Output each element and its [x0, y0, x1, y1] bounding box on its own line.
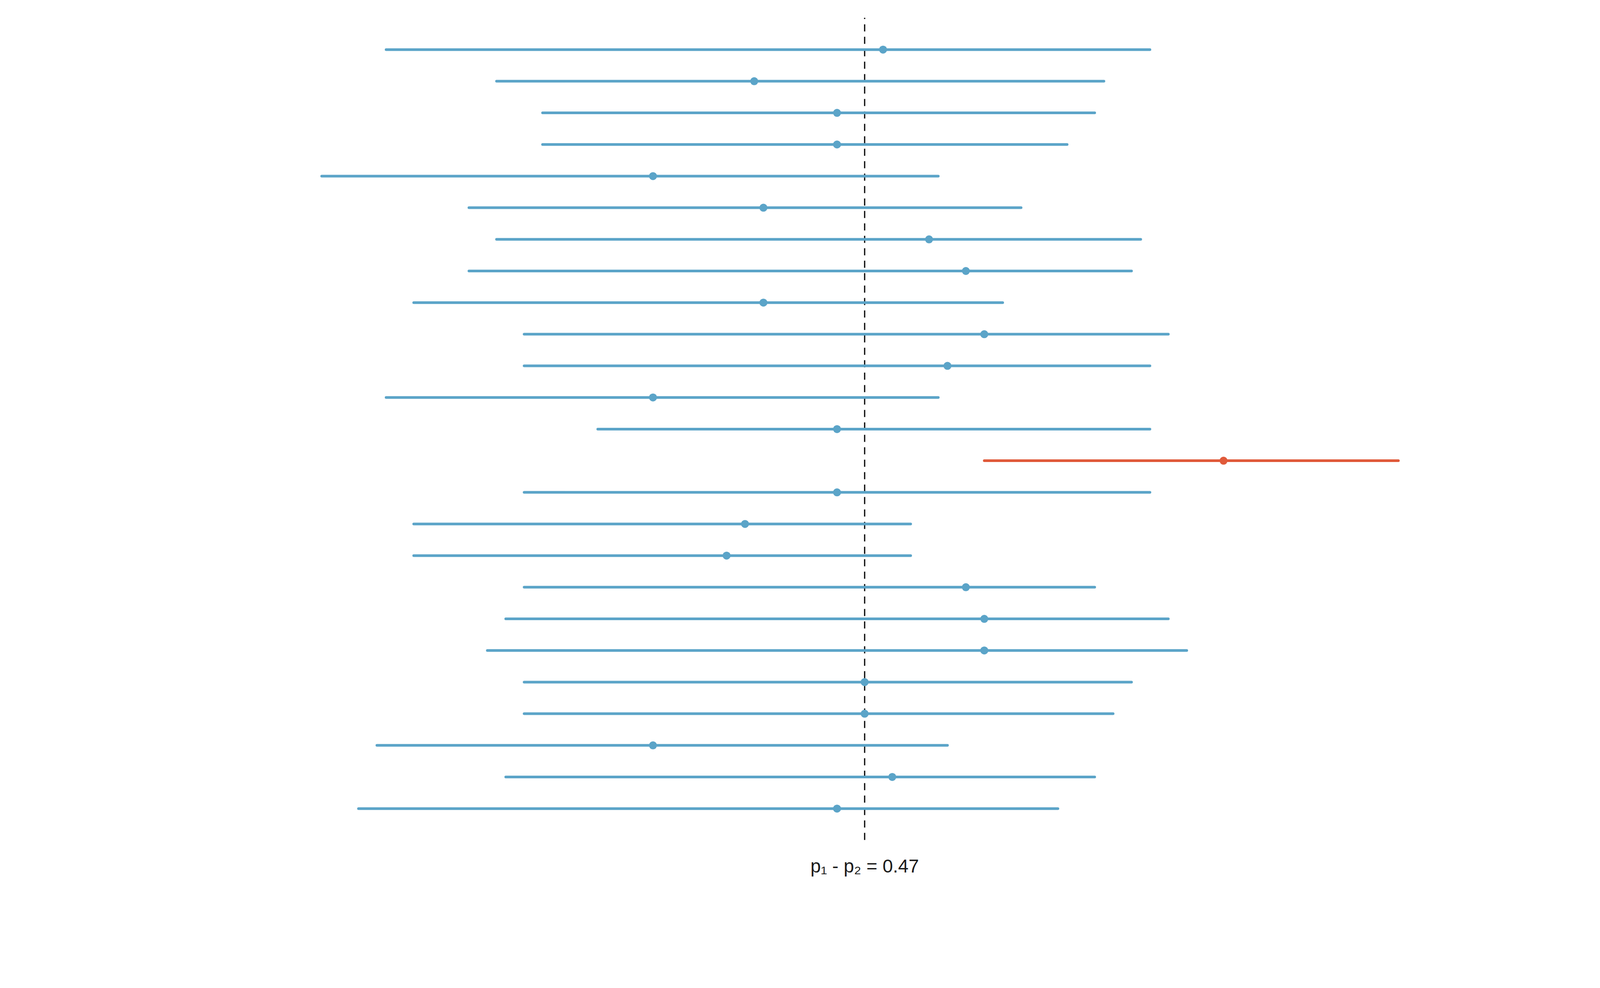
- svg-text:p₁ - p₂ = 0.47: p₁ - p₂ = 0.47: [810, 856, 919, 877]
